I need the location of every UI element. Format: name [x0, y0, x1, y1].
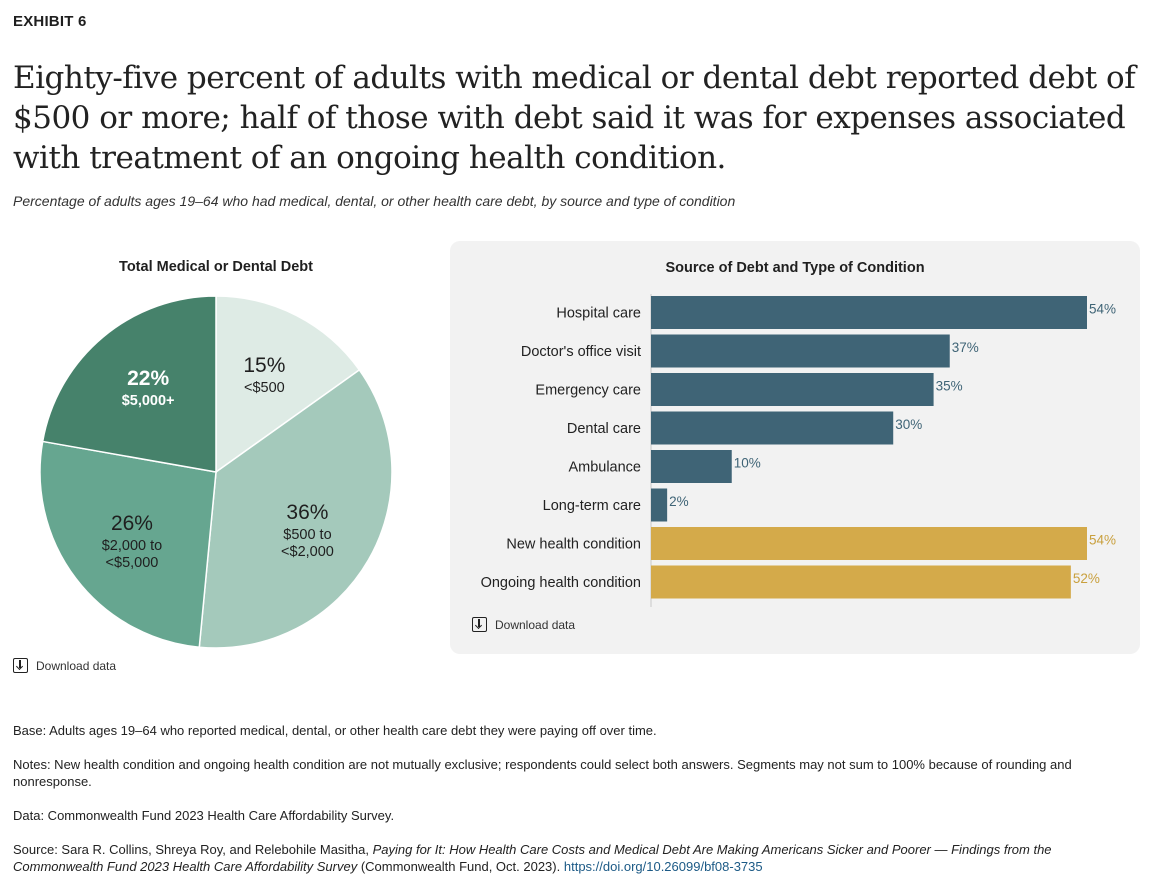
pie-slice-category-label: $500 to [283, 527, 331, 543]
pie-download-button[interactable]: Download data [13, 658, 116, 673]
pie-slice-value-label: 36% [286, 501, 328, 524]
bar [651, 565, 1071, 599]
bar-value-label: 2% [669, 494, 689, 509]
bar-value-label: 10% [734, 456, 761, 471]
bar-value-label: 54% [1089, 302, 1116, 317]
bar-value-label: 54% [1089, 533, 1116, 548]
bar-value-label: 37% [952, 340, 979, 355]
source-suffix: (Commonwealth Fund, Oct. 2023). [357, 859, 564, 874]
pie-slice-category-label: <$5,000 [106, 555, 159, 571]
bar [651, 411, 894, 445]
bar-category-label: Doctor's office visit [521, 344, 641, 360]
bar-category-label: Dental care [567, 421, 641, 437]
page-title: Eighty-five percent of adults with medic… [13, 60, 1136, 176]
source-title: Paying for It: How Health Care Costs and… [13, 842, 1052, 874]
bar-category-label: Ambulance [568, 460, 641, 476]
bar-value-label: 30% [895, 417, 922, 432]
bar [651, 334, 950, 368]
bar-category-label: New health condition [506, 537, 641, 553]
pie-slice [215, 295, 361, 474]
pie-slice-category-label: <$2,000 [281, 544, 334, 560]
source-link[interactable]: https://doi.org/10.26099/bf08-3735 [563, 859, 763, 874]
pie-slice-value-label: 26% [111, 512, 153, 535]
bar-chart-title: Source of Debt and Type of Condition [665, 260, 925, 276]
bar [651, 488, 668, 522]
download-icon [472, 617, 487, 632]
pie-slice-category-label: $5,000+ [122, 393, 175, 409]
note-data: Data: Commonwealth Fund 2023 Health Care… [13, 808, 395, 823]
bar-chart: Hospital care 54% Doctor's office visit 37%… [481, 294, 1116, 607]
pie-slice [39, 440, 217, 649]
bar-chart-panel: Source of Debt and Type of Condition Hos… [450, 241, 1140, 654]
pie-slice-value-label: 15% [243, 354, 285, 377]
bar-category-label: Long-term care [543, 498, 641, 514]
exhibit-label: EXHIBIT 6 [13, 13, 87, 30]
download-label: Download data [36, 658, 117, 673]
bar-value-label: 52% [1073, 571, 1100, 586]
source-prefix: Source: Sara R. Collins, Shreya Roy, and… [13, 842, 373, 857]
bar-category-label: Emergency care [535, 383, 641, 399]
download-label: Download data [495, 617, 576, 632]
note-source: Source: Sara R. Collins, Shreya Roy, and… [13, 841, 1143, 875]
pie-slice [41, 295, 217, 473]
bar-category-label: Ongoing health condition [481, 575, 641, 591]
pie-chart: 15% <$500 36% $500 to<$2,000 26% $2,000 to<$5… [39, 295, 393, 649]
bar [651, 296, 1087, 329]
bar [651, 373, 934, 406]
bar [651, 527, 1087, 560]
pie-chart-title: Total Medical or Dental Debt [119, 259, 313, 275]
bar-download-button[interactable]: Download data [472, 617, 575, 632]
pie-slice-category-label: $2,000 to [102, 538, 162, 554]
bar-value-label: 35% [936, 379, 963, 394]
chart-subtitle: Percentage of adults ages 19–64 who had … [13, 193, 736, 209]
pie-slice [198, 368, 393, 649]
note-notes: Notes: New health condition and ongoing … [13, 757, 1072, 789]
download-icon [13, 658, 28, 673]
bar-category-label: Hospital care [556, 306, 641, 322]
note-base: Base: Adults ages 19–64 who reported med… [13, 723, 657, 738]
bar [651, 450, 732, 483]
footnotes: Base: Adults ages 19–64 who reported med… [13, 722, 1143, 892]
pie-slice-category-label: <$500 [244, 380, 285, 396]
pie-slice-value-label: 22% [127, 367, 169, 390]
